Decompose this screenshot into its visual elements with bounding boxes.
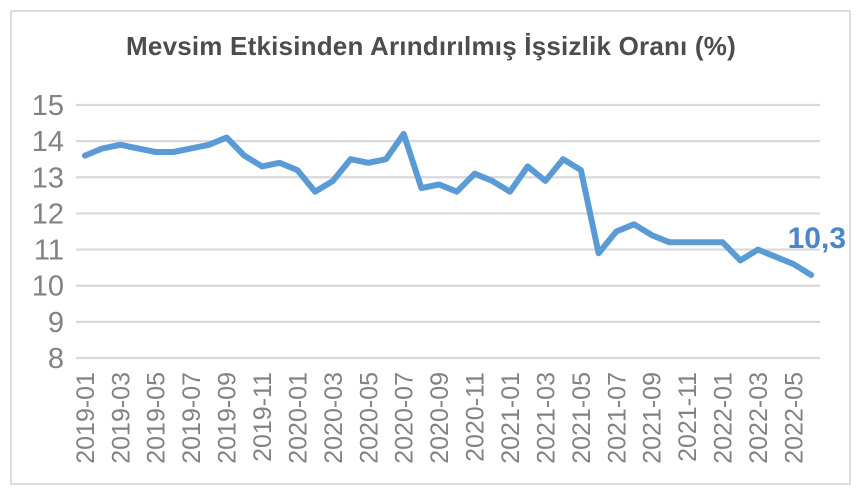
y-axis-label: 9 bbox=[48, 307, 64, 339]
x-axis-label: 2021-03 bbox=[532, 372, 560, 464]
y-axis-label: 13 bbox=[32, 162, 64, 194]
unemployment-series-line bbox=[81, 130, 815, 278]
x-axis-label: 2019-11 bbox=[249, 372, 277, 462]
y-axis-label: 8 bbox=[48, 343, 64, 375]
x-axis-label: 2019-03 bbox=[107, 372, 135, 464]
x-axis-label: 2022-01 bbox=[710, 372, 738, 464]
end-data-label: 10,3 bbox=[788, 222, 846, 255]
x-axis-label: 2022-05 bbox=[780, 372, 808, 464]
x-axis-label: 2020-09 bbox=[426, 372, 454, 464]
x-axis-label: 2020-11 bbox=[462, 372, 490, 462]
x-axis-label: 2020-05 bbox=[355, 372, 383, 464]
y-axis-label: 10 bbox=[32, 271, 64, 303]
y-axis-label: 14 bbox=[32, 126, 64, 158]
x-axis-label: 2021-05 bbox=[568, 372, 596, 464]
x-axis-label: 2021-01 bbox=[497, 372, 525, 464]
x-axis-label: 2019-07 bbox=[178, 372, 206, 464]
x-axis-label: 2019-01 bbox=[72, 372, 100, 464]
x-axis-label: 2021-09 bbox=[639, 372, 667, 464]
chart-title: Mevsim Etkisinden Arındırılmış İşsizlik … bbox=[126, 31, 736, 61]
y-axis-label: 15 bbox=[32, 90, 64, 122]
chart-border bbox=[10, 10, 851, 485]
x-axis-label: 2019-05 bbox=[143, 372, 171, 464]
x-axis-label: 2020-07 bbox=[391, 372, 419, 464]
y-axis-label: 12 bbox=[32, 198, 64, 230]
x-axis-label: 2021-11 bbox=[674, 372, 702, 462]
x-axis-label: 2021-07 bbox=[603, 372, 631, 464]
x-axis-label: 2020-01 bbox=[284, 372, 312, 464]
x-axis-label: 2020-03 bbox=[320, 372, 348, 464]
x-axis-label: 2022-03 bbox=[745, 372, 773, 464]
y-axis-label: 11 bbox=[34, 235, 64, 267]
x-axis-label: 2019-09 bbox=[214, 372, 242, 464]
